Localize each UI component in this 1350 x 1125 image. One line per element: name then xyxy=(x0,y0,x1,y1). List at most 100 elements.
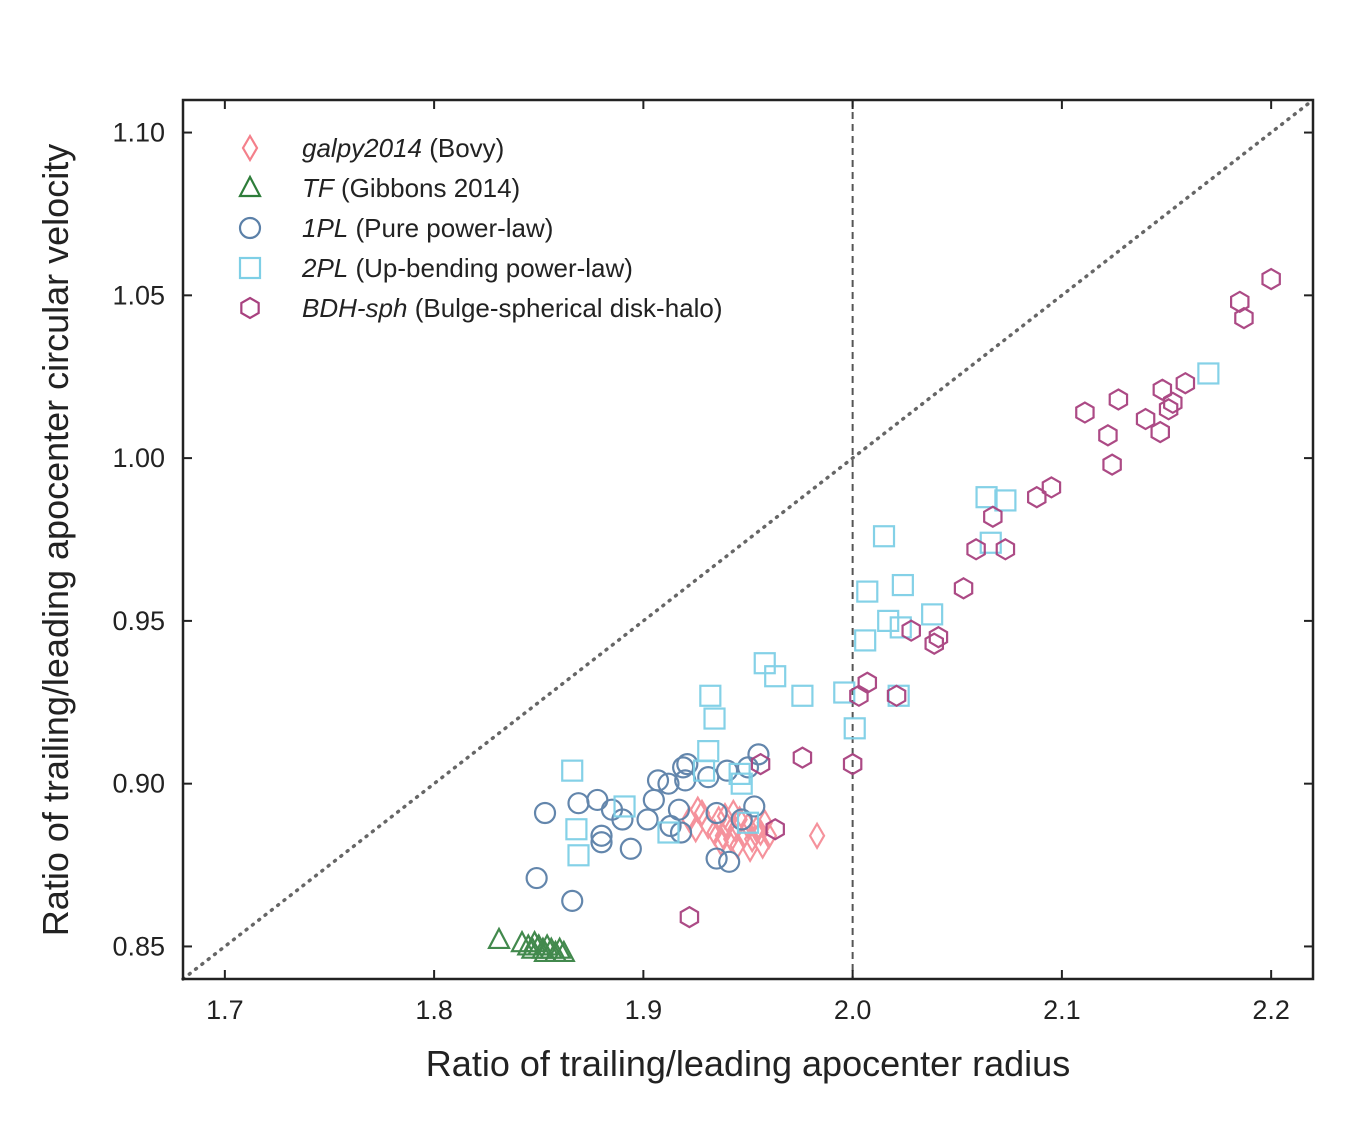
data-point-1pl xyxy=(747,743,770,766)
data-point-2pl xyxy=(994,489,1017,512)
data-point-bdh-sph xyxy=(1075,401,1095,424)
data-point-tf xyxy=(533,939,557,963)
data-point-bdh-sph xyxy=(886,684,907,708)
data-point-bdh-sph xyxy=(679,905,700,929)
data-point-2pl xyxy=(730,772,753,795)
data-point-bdh-sph xyxy=(983,505,1003,528)
data-point-bdh-sph xyxy=(1158,398,1179,421)
data-point-galpy2014 xyxy=(748,815,765,844)
x-tick-label: 2.1 xyxy=(1043,995,1081,1025)
y-tick-label: 0.95 xyxy=(112,606,165,636)
data-point-1pl xyxy=(669,821,693,844)
data-point-bdh-sph xyxy=(765,817,785,841)
data-point-galpy2014 xyxy=(741,834,759,863)
y-tick-label: 1.10 xyxy=(112,118,165,148)
data-point-bdh-sph xyxy=(1135,407,1156,431)
data-point-tf xyxy=(552,939,576,963)
legend-label-italic: galpy2014 xyxy=(302,133,422,163)
data-point-2pl xyxy=(764,665,787,688)
data-point-2pl xyxy=(791,684,814,707)
data-point-2pl xyxy=(561,759,584,782)
legend-entry-1pl: 1PL (Pure power-law) xyxy=(238,213,553,243)
y-tick-label: 0.90 xyxy=(112,769,165,799)
legend-label-suffix: (Gibbons 2014) xyxy=(334,173,520,203)
x-tick-label: 1.7 xyxy=(206,995,244,1025)
legend-label: TF (Gibbons 2014) xyxy=(302,173,520,203)
legend-entry-tf: TF (Gibbons 2014) xyxy=(238,173,520,203)
data-point-2pl xyxy=(854,629,877,652)
data-point-1pl xyxy=(705,847,728,870)
data-point-2pl xyxy=(613,795,636,818)
data-point-bdh-sph xyxy=(857,671,878,695)
x-axis-label: Ratio of trailing/leading apocenter radi… xyxy=(426,1043,1070,1084)
series-2pl xyxy=(561,362,1220,867)
data-point-bdh-sph xyxy=(750,752,771,776)
data-point-1pl xyxy=(590,824,613,847)
legend-label-italic: BDH-sph xyxy=(302,293,407,323)
data-point-tf xyxy=(535,933,559,956)
data-point-1pl xyxy=(636,808,659,831)
legend-label: 1PL (Pure power-law) xyxy=(302,213,553,243)
data-point-bdh-sph xyxy=(953,577,974,600)
data-point-2pl xyxy=(975,486,998,509)
legend-label-suffix: (Bovy) xyxy=(422,133,504,163)
data-point-bdh-sph xyxy=(901,619,921,642)
one-to-one-reference-line xyxy=(181,98,1315,981)
legend-label: 2PL (Up-bending power-law) xyxy=(301,253,633,283)
legend-label-suffix: (Pure power-law) xyxy=(348,213,553,243)
data-point-bdh-sph xyxy=(849,684,869,708)
data-markers xyxy=(487,267,1281,963)
data-point-2pl xyxy=(889,616,912,639)
x-tick-label: 2.0 xyxy=(834,995,872,1025)
data-point-1pl xyxy=(611,808,634,831)
axes-frame xyxy=(181,98,1315,981)
data-point-2pl xyxy=(567,844,590,867)
data-point-bdh-sph xyxy=(1163,391,1183,415)
x-tick-label: 2.2 xyxy=(1252,995,1290,1025)
data-point-1pl xyxy=(667,798,691,821)
data-point-2pl xyxy=(921,603,944,626)
data-point-bdh-sph xyxy=(1229,290,1250,314)
data-point-bdh-sph xyxy=(1102,453,1122,476)
reference-lines xyxy=(181,98,1315,981)
legend-marker-tf xyxy=(238,174,262,198)
x-tick-label: 1.9 xyxy=(625,995,663,1025)
series-bdh-sph xyxy=(679,267,1281,929)
legend-entry-bdh-sph: BDH-sph (Bulge-spherical disk-halo) xyxy=(240,293,723,323)
legend-marker-2pl xyxy=(238,256,262,280)
data-point-2pl xyxy=(843,717,866,740)
data-point-galpy2014 xyxy=(743,824,761,854)
data-point-tf xyxy=(520,936,545,959)
data-point-2pl xyxy=(872,525,896,548)
data-point-tf xyxy=(510,929,534,953)
data-point-1pl xyxy=(646,769,670,792)
legend-label-suffix: (Bulge-spherical disk-halo) xyxy=(407,293,722,323)
legend-label: galpy2014 (Bovy) xyxy=(302,133,504,163)
data-point-1pl xyxy=(718,850,741,873)
data-point-1pl xyxy=(619,837,642,860)
legend-entry-galpy2014: galpy2014 (Bovy) xyxy=(241,133,504,163)
data-point-2pl xyxy=(699,684,722,707)
data-point-bdh-sph xyxy=(1150,420,1171,444)
data-point-1pl xyxy=(715,759,739,782)
legend-marker-galpy2014 xyxy=(241,133,259,163)
data-point-galpy2014 xyxy=(716,802,734,831)
data-point-bdh-sph xyxy=(792,746,813,769)
data-point-galpy2014 xyxy=(756,808,774,837)
legend-label-italic: TF xyxy=(302,173,336,203)
y-tick-label: 0.85 xyxy=(112,931,165,961)
data-point-1pl xyxy=(525,866,548,890)
data-point-bdh-sph xyxy=(1261,267,1281,291)
data-point-galpy2014 xyxy=(727,815,744,844)
data-point-bdh-sph xyxy=(1041,476,1062,499)
data-point-2pl xyxy=(697,740,720,763)
data-point-1pl xyxy=(730,808,753,831)
data-point-bdh-sph xyxy=(1152,378,1173,402)
data-point-2pl xyxy=(657,821,680,844)
data-point-galpy2014 xyxy=(808,821,826,850)
legend-label: BDH-sph (Bulge-spherical disk-halo) xyxy=(302,293,723,323)
data-point-2pl xyxy=(736,811,760,834)
legend-entry-2pl: 2PL (Up-bending power-law) xyxy=(238,253,633,283)
